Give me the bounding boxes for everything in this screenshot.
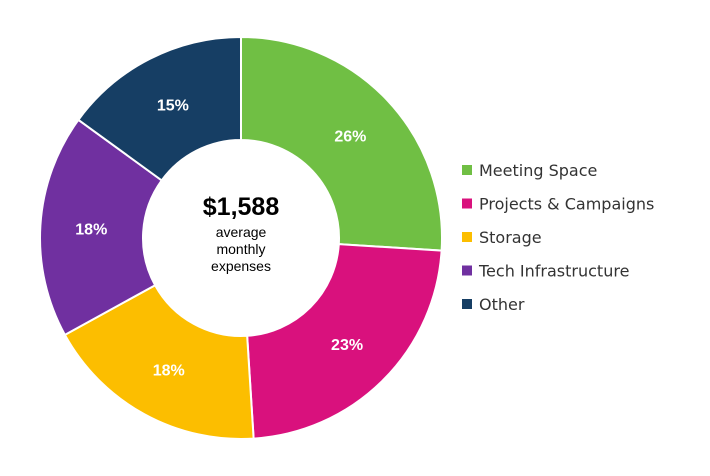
center-caption-line-1: average bbox=[216, 224, 267, 240]
slice-label-other: 15% bbox=[157, 97, 189, 114]
legend-swatch-projects-and-campaigns bbox=[462, 198, 472, 209]
legend-label-other: Other bbox=[479, 295, 525, 314]
slice-label-projects-and-campaigns: 23% bbox=[331, 337, 363, 354]
slice-storage bbox=[63, 283, 255, 440]
slice-label-meeting-space: 26% bbox=[334, 128, 366, 145]
center-label: $1,588 average monthly expenses bbox=[203, 193, 280, 274]
legend-item-storage: Storage bbox=[462, 228, 542, 247]
center-total-value: $1,588 bbox=[203, 193, 280, 221]
slice-meeting-space bbox=[240, 35, 443, 252]
legend-swatch-other bbox=[462, 299, 472, 309]
legend-swatch-storage bbox=[462, 232, 472, 242]
legend-item-projects-and-campaigns: Projects & Campaigns bbox=[462, 195, 654, 214]
slice-projects-and-campaigns bbox=[246, 243, 443, 440]
legend-swatch-tech-infrastructure bbox=[462, 265, 472, 276]
legend-swatch-meeting-space bbox=[462, 165, 472, 175]
slice-label-tech-infrastructure: 18% bbox=[75, 222, 107, 239]
legend: Meeting Space Projects & Campaigns Storage… bbox=[462, 161, 654, 314]
legend-label-tech-infrastructure: Tech Infrastructure bbox=[478, 262, 629, 281]
legend-label-projects-and-campaigns: Projects & Campaigns bbox=[479, 195, 654, 214]
slice-other bbox=[76, 35, 242, 182]
legend-item-tech-infrastructure: Tech Infrastructure bbox=[462, 262, 629, 281]
legend-item-other: Other bbox=[462, 295, 525, 314]
slice-tech-infrastructure bbox=[39, 118, 164, 337]
slice-label-storage: 18% bbox=[153, 362, 185, 379]
center-caption-line-3: expenses bbox=[211, 258, 271, 274]
center-caption-line-2: monthly bbox=[216, 241, 265, 257]
legend-item-meeting-space: Meeting Space bbox=[462, 161, 597, 180]
slice-labels: 26% 23% 18% 18% 15% bbox=[75, 97, 366, 379]
legend-label-storage: Storage bbox=[479, 228, 542, 247]
legend-label-meeting-space: Meeting Space bbox=[479, 161, 597, 180]
donut-slices bbox=[39, 35, 443, 440]
